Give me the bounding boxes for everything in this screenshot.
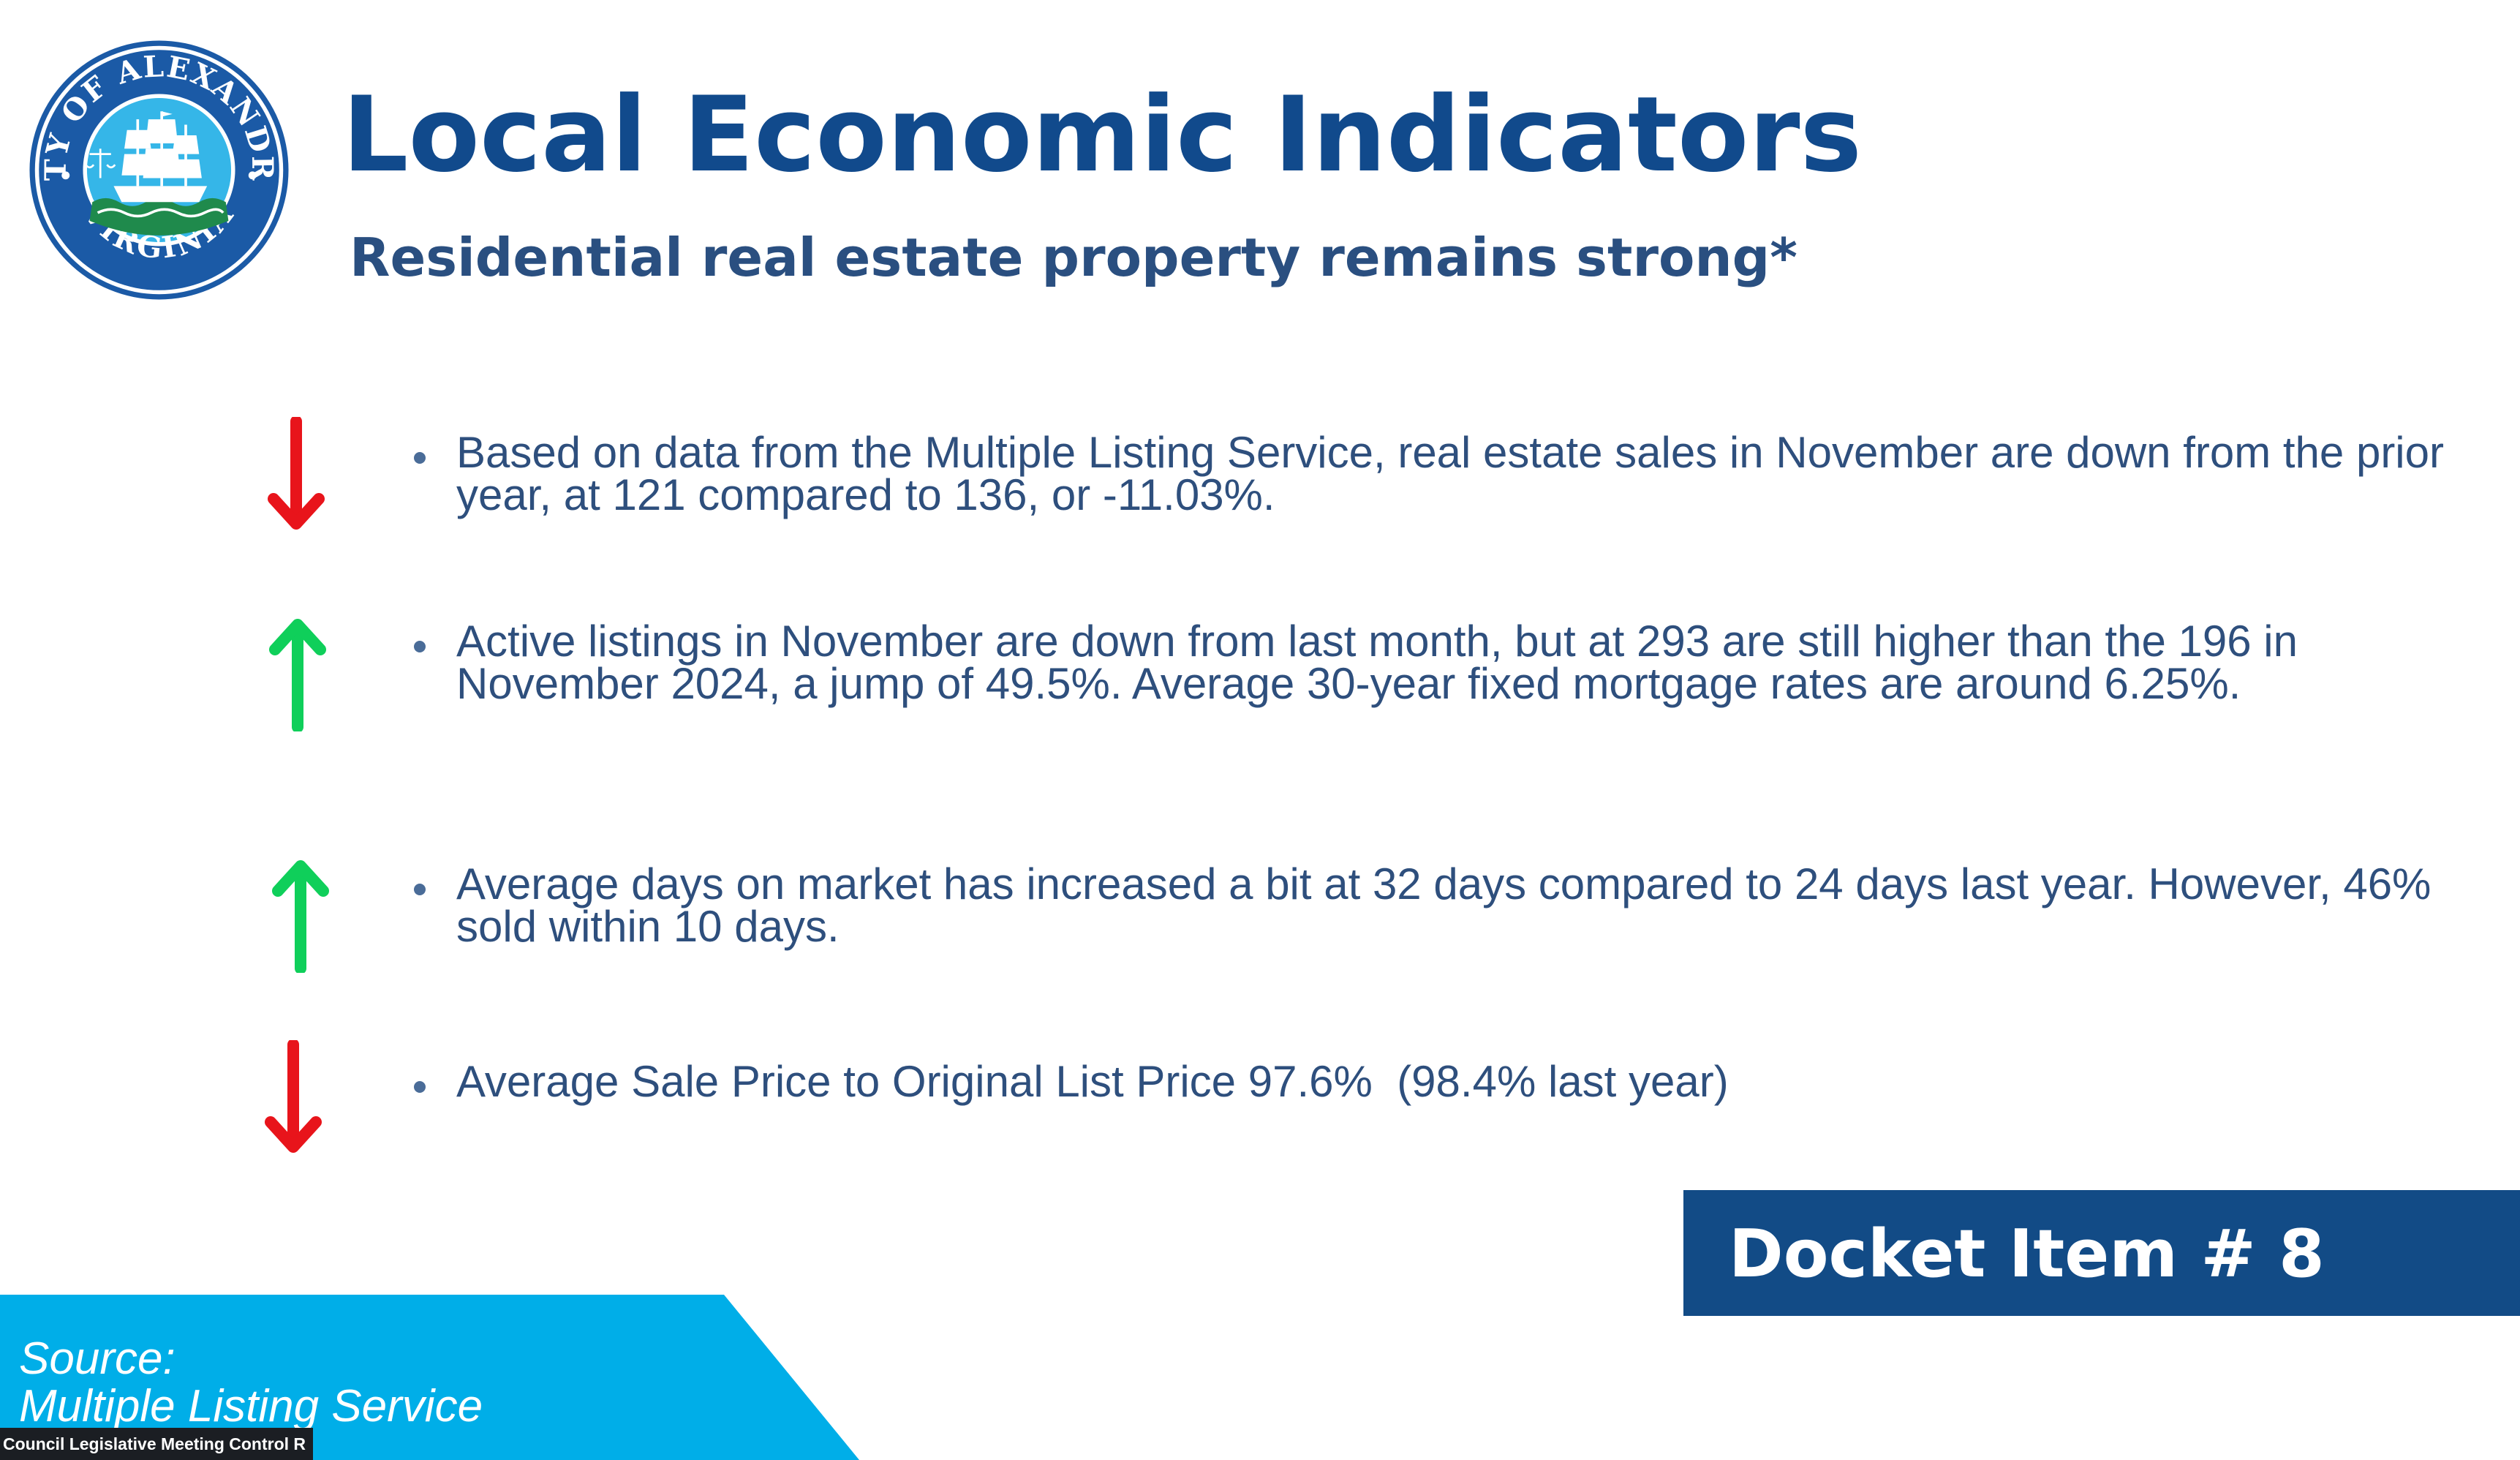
arrow-up-icon [269,619,326,731]
city-seal-ship-icon [85,111,229,236]
indicator-text-days-on-market: Average days on market has increased a b… [456,859,2432,951]
indicator-text-listings: Active listings in November are down fro… [456,617,2298,708]
slide-title: Local Economic Indicators [342,75,1862,195]
bullet-dot [414,1081,426,1093]
source-panel [0,1295,859,1460]
bullet-dot [414,641,426,652]
meeting-title-bar: Council Legislative Meeting Control R [0,1428,313,1460]
bullet-dot [414,884,426,895]
docket-item-label: Docket Item # 8 [1729,1216,2325,1292]
indicator-text-sale-price: Average Sale Price to Original List Pric… [456,1057,1729,1106]
source-name: Multiple Listing Service [19,1381,483,1431]
bullet-dot [414,452,426,464]
city-seal-logo: CITY OF ALEXANDRIA VIRGINIA [22,37,289,300]
arrow-up-icon [272,860,329,973]
slide-subtitle: Residential real estate property remains… [350,227,1797,288]
arrow-down-icon [265,1040,322,1153]
indicator-text-sales: Based on data from the Multiple Listing … [456,428,2444,519]
source-label: Source: [19,1333,176,1384]
arrow-down-icon [268,417,325,530]
docket-item-banner: Docket Item # 8 [1683,1190,2520,1316]
